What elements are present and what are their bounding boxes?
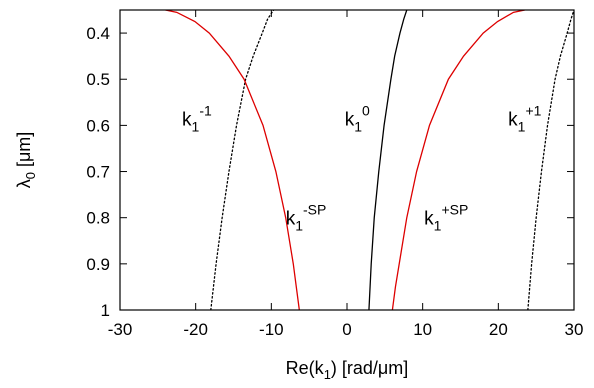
plot-frame bbox=[119, 9, 575, 311]
x-axis-label-sub: 1 bbox=[324, 367, 331, 382]
y-tick-label: 0.4 bbox=[86, 24, 110, 43]
label-k1-plus1: k1+1 bbox=[508, 102, 541, 134]
label-k1-minus-sp: k1-SP bbox=[286, 202, 327, 234]
label-k1-minus1: k1-1 bbox=[182, 102, 212, 134]
label-k1-minus1-sup: -1 bbox=[199, 102, 212, 118]
label-k1-plus-sp-sub: 1 bbox=[434, 218, 442, 234]
y-axis-label-units: [μm] bbox=[14, 132, 34, 172]
y-tick-label: 0.6 bbox=[86, 116, 110, 135]
label-k1-0-sup: 0 bbox=[362, 102, 370, 118]
x-tick-label: -30 bbox=[108, 320, 133, 339]
ticks-layer: -30 -20 -10 0 10 20 300.40.50.60.70.80.91 bbox=[86, 10, 583, 339]
x-tick-label: -10 bbox=[259, 320, 284, 339]
y-tick-label: 0.8 bbox=[86, 209, 110, 228]
y-tick-label: 1 bbox=[101, 301, 110, 320]
series-k1_plus1-line bbox=[527, 10, 574, 310]
series-k1_plus_sp-line bbox=[391, 10, 525, 310]
label-k1-plus1-sup: +1 bbox=[525, 102, 541, 118]
x-tick-label: -20 bbox=[183, 320, 208, 339]
label-k1-minus1-sub: 1 bbox=[192, 118, 200, 134]
label-k1-minus-sp-sup: -SP bbox=[303, 202, 326, 218]
label-k1-minus-sp-base: k bbox=[286, 209, 296, 230]
x-axis-label-main: Re(k bbox=[286, 358, 325, 378]
label-k1-plus-sp-base: k bbox=[424, 209, 434, 230]
x-tick-label: 30 bbox=[565, 320, 584, 339]
y-axis-label-main: λ bbox=[14, 179, 34, 188]
label-k1-plus1-sub: 1 bbox=[518, 118, 526, 134]
label-k1-0-base: k bbox=[345, 109, 355, 130]
label-k1-plus-sp-sup: +SP bbox=[441, 202, 468, 218]
y-axis-label-sub: 0 bbox=[23, 172, 38, 179]
x-tick-label: 0 bbox=[342, 320, 351, 339]
x-axis-label-units: ) [rad/μm] bbox=[331, 358, 408, 378]
label-k1-minus1-base: k bbox=[182, 109, 192, 130]
series-k1_minus1-line bbox=[210, 10, 275, 310]
x-tick-label: 20 bbox=[489, 320, 508, 339]
y-axis-label: λ0 [μm] bbox=[14, 132, 38, 189]
label-k1-plus1-base: k bbox=[508, 109, 518, 130]
label-k1-minus-sp-sub: 1 bbox=[295, 218, 303, 234]
y-tick-label: 0.5 bbox=[86, 70, 110, 89]
label-k1-0-sub: 1 bbox=[354, 118, 362, 134]
x-axis-label: Re(k1) [rad/μm] bbox=[286, 358, 409, 382]
x-tick-label: 10 bbox=[413, 320, 432, 339]
label-k1-plus-sp: k1+SP bbox=[424, 202, 468, 234]
series-k1_minus_sp-line bbox=[165, 10, 300, 310]
annotations-layer: k1-1 k10 k1+1k1-SP k1+SP bbox=[182, 102, 542, 233]
y-tick-label: 0.7 bbox=[86, 163, 110, 182]
curves-layer bbox=[165, 10, 574, 310]
series-k1_0-line bbox=[368, 10, 408, 310]
label-k1-0: k10 bbox=[345, 102, 370, 134]
y-tick-label: 0.9 bbox=[86, 255, 110, 274]
